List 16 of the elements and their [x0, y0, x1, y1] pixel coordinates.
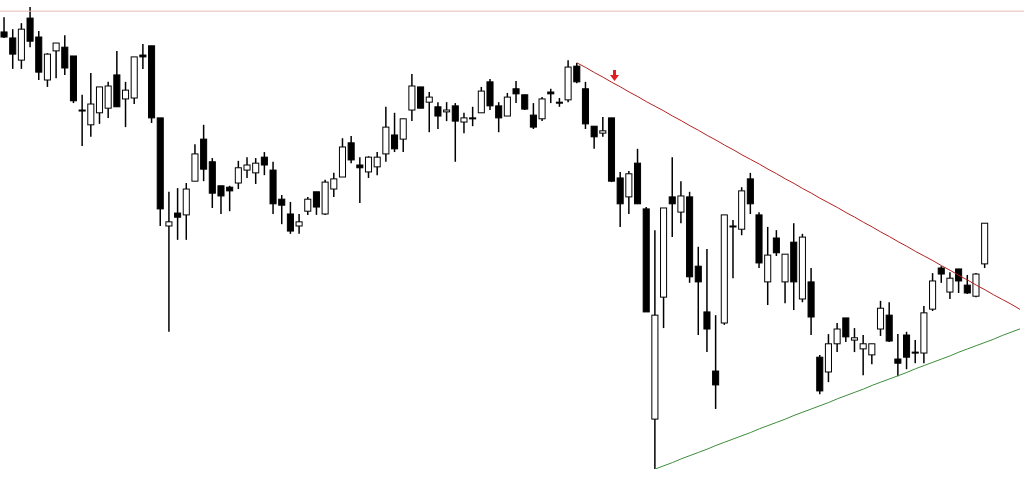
candlestick — [850, 327, 859, 353]
candlestick — [373, 151, 381, 176]
candlestick — [260, 151, 268, 176]
candlestick — [903, 331, 911, 370]
candlestick — [703, 248, 711, 353]
candlestick — [165, 191, 173, 333]
candlestick — [772, 229, 780, 257]
candlestick — [712, 314, 720, 410]
candlestick — [399, 118, 407, 153]
candlestick — [503, 92, 511, 117]
candlestick — [304, 196, 312, 216]
candlestick — [694, 246, 702, 336]
candlestick — [876, 300, 885, 337]
candlestick — [174, 187, 182, 241]
candlestick — [425, 91, 433, 133]
candlestick — [894, 333, 902, 377]
